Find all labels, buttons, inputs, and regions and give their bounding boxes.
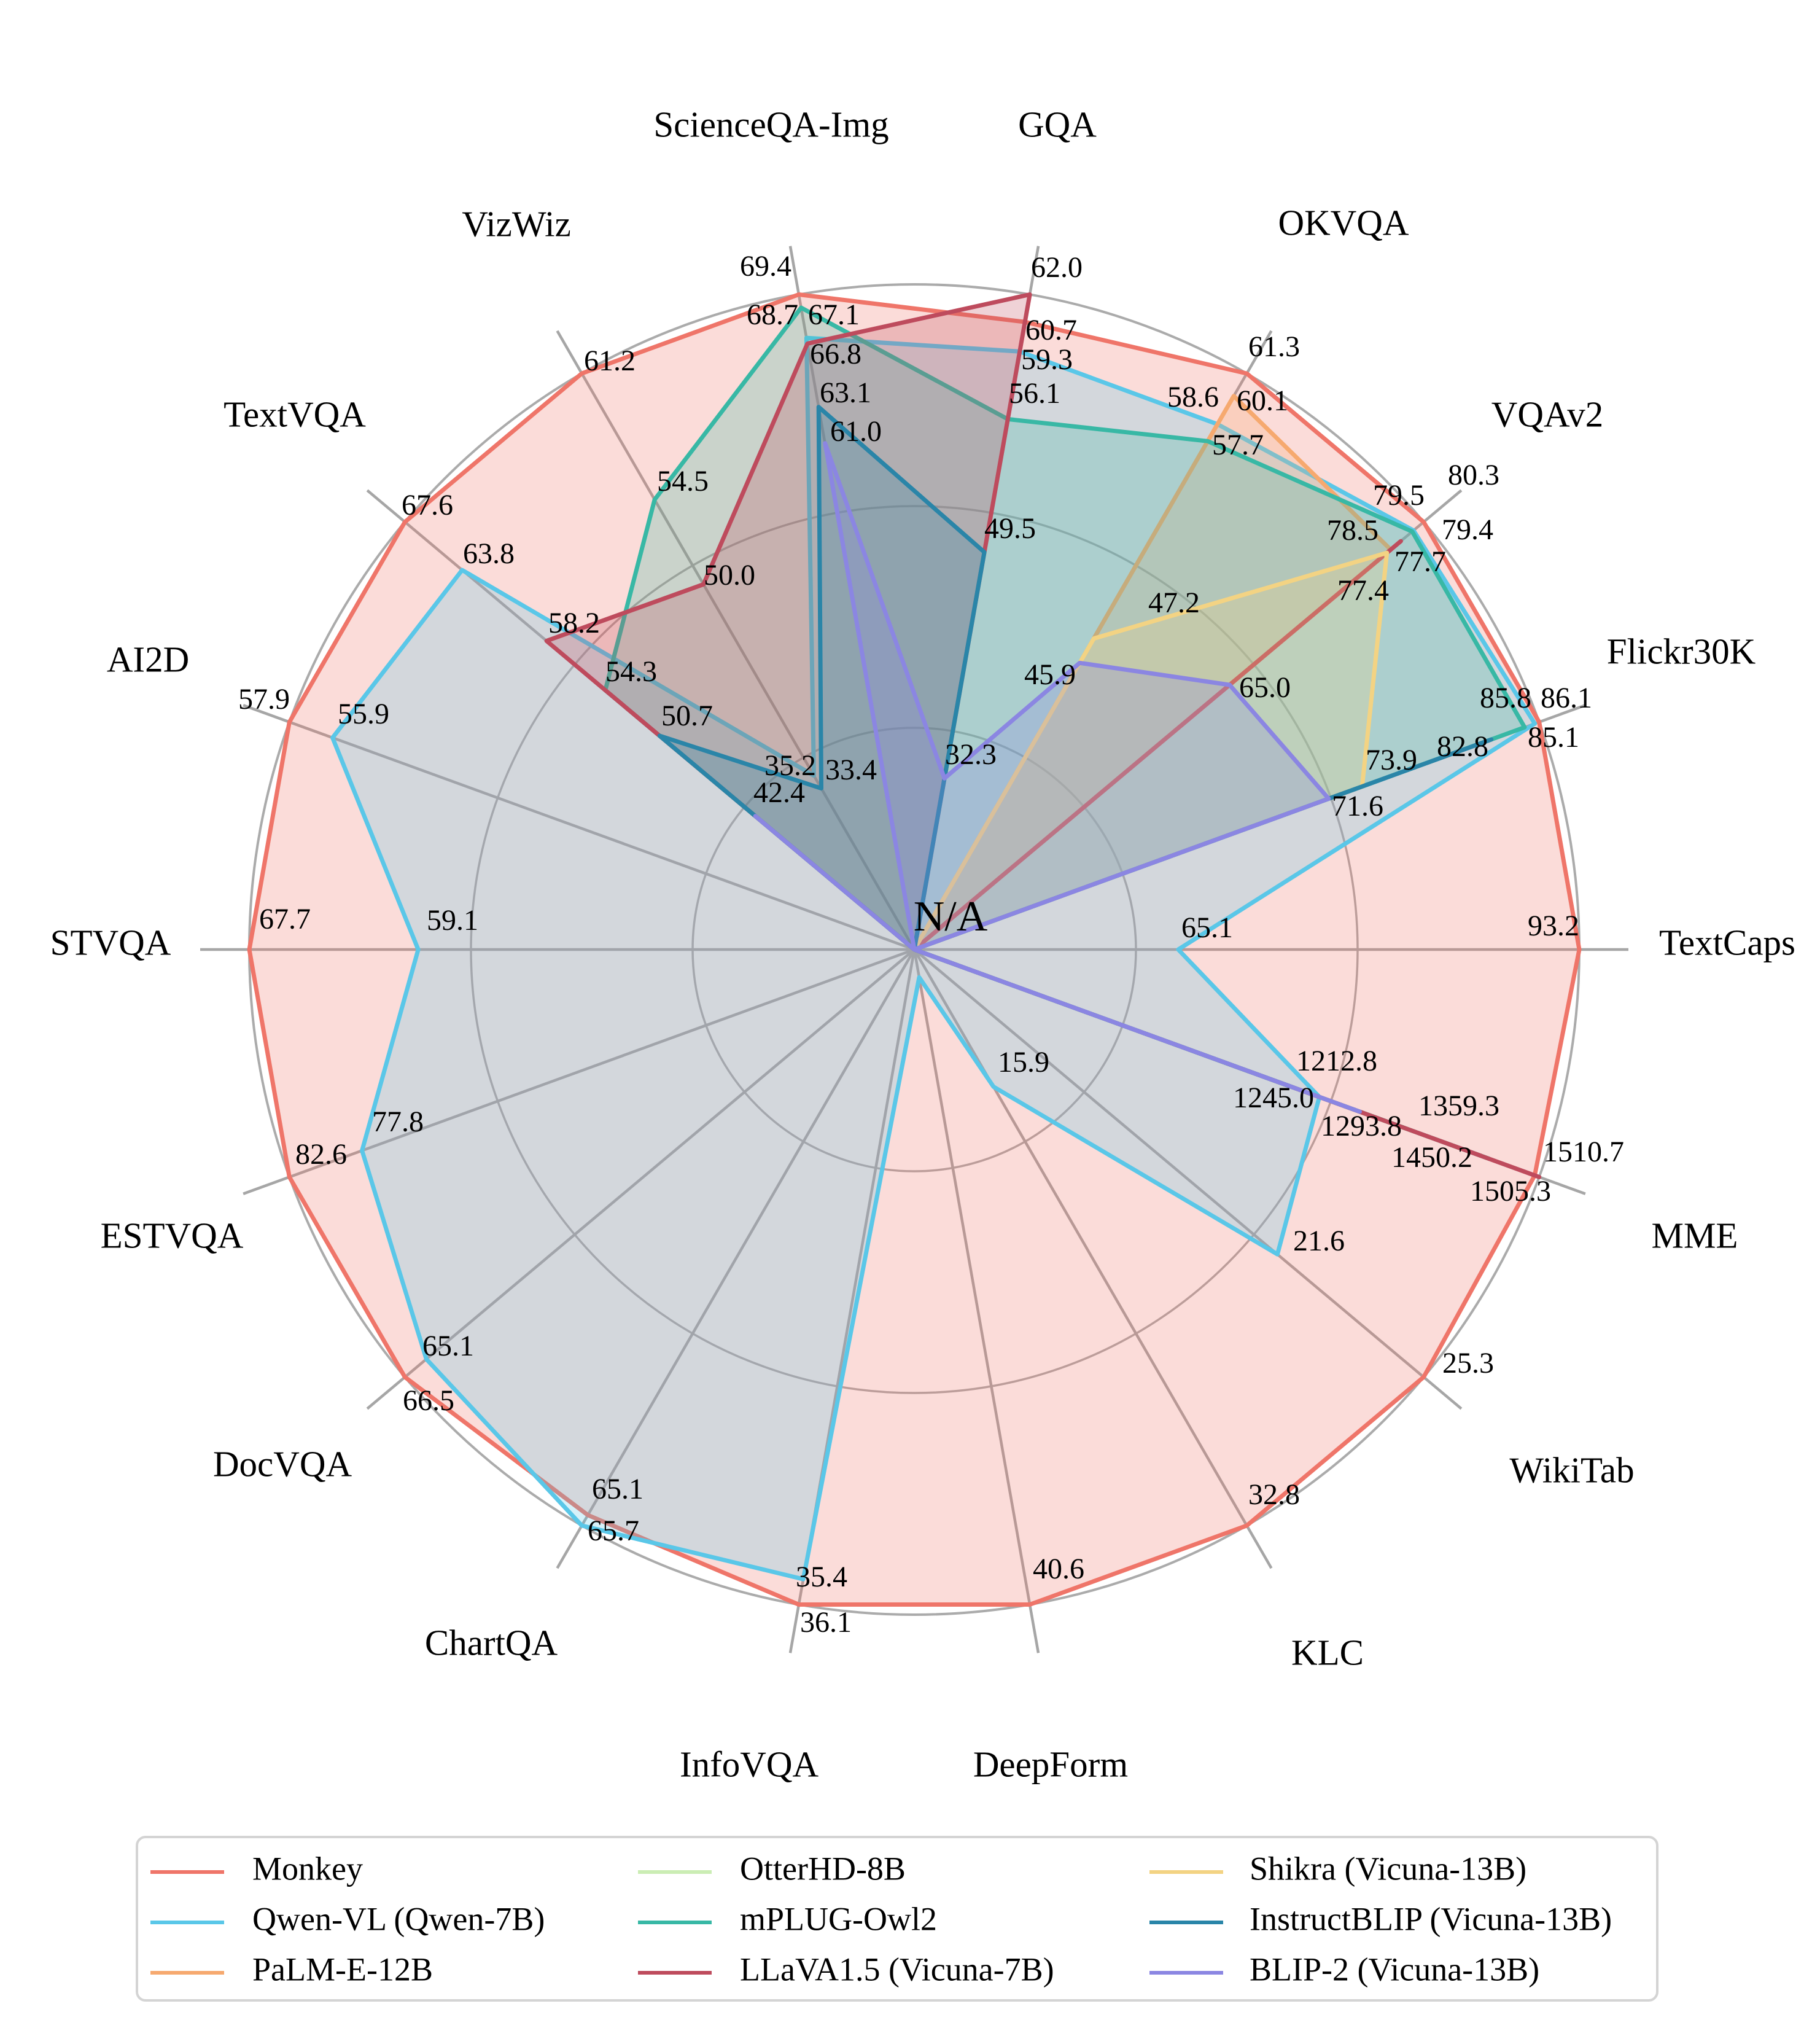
svg-text:50.7: 50.7 <box>661 700 713 732</box>
svg-text:1245.0: 1245.0 <box>1233 1082 1314 1114</box>
svg-text:65.0: 65.0 <box>1239 671 1291 704</box>
svg-text:80.3: 80.3 <box>1448 459 1499 491</box>
svg-text:Monkey: Monkey <box>252 1850 363 1887</box>
svg-text:VQAv2: VQAv2 <box>1491 394 1603 435</box>
svg-text:TextCaps: TextCaps <box>1659 923 1795 963</box>
svg-text:68.7: 68.7 <box>747 298 798 331</box>
svg-text:79.4: 79.4 <box>1442 513 1493 546</box>
svg-text:TextVQA: TextVQA <box>224 394 366 435</box>
svg-text:50.0: 50.0 <box>704 559 755 591</box>
svg-text:40.6: 40.6 <box>1033 1553 1084 1585</box>
svg-text:77.4: 77.4 <box>1337 574 1389 607</box>
svg-text:54.5: 54.5 <box>657 465 709 497</box>
svg-text:ESTVQA: ESTVQA <box>101 1215 244 1256</box>
svg-text:InfoVQA: InfoVQA <box>680 1744 819 1785</box>
svg-text:42.4: 42.4 <box>753 776 805 809</box>
svg-text:WikiTab: WikiTab <box>1509 1450 1634 1491</box>
svg-text:ScienceQA-Img: ScienceQA-Img <box>653 104 889 145</box>
svg-text:67.1: 67.1 <box>808 298 860 331</box>
svg-text:VizWiz: VizWiz <box>462 204 571 244</box>
svg-text:56.1: 56.1 <box>1009 377 1060 410</box>
svg-text:55.9: 55.9 <box>338 698 389 730</box>
svg-text:85.8: 85.8 <box>1480 682 1531 714</box>
svg-text:32.8: 32.8 <box>1248 1478 1300 1511</box>
svg-text:LLaVA1.5 (Vicuna-7B): LLaVA1.5 (Vicuna-7B) <box>740 1951 1054 1987</box>
svg-text:82.6: 82.6 <box>295 1138 347 1171</box>
svg-text:65.1: 65.1 <box>1181 911 1233 944</box>
svg-text:77.7: 77.7 <box>1394 545 1446 578</box>
svg-text:InstructBLIP (Vicuna-13B): InstructBLIP (Vicuna-13B) <box>1250 1900 1612 1937</box>
svg-text:MME: MME <box>1652 1215 1738 1256</box>
svg-text:32.3: 32.3 <box>945 738 997 771</box>
svg-text:57.9: 57.9 <box>238 683 290 716</box>
svg-text:GQA: GQA <box>1018 104 1097 145</box>
svg-text:58.6: 58.6 <box>1167 381 1219 413</box>
svg-text:1212.8: 1212.8 <box>1296 1045 1377 1077</box>
svg-text:60.1: 60.1 <box>1237 384 1288 417</box>
svg-text:OKVQA: OKVQA <box>1278 203 1409 243</box>
svg-text:65.1: 65.1 <box>592 1473 644 1505</box>
svg-text:67.6: 67.6 <box>402 489 453 521</box>
svg-text:1293.8: 1293.8 <box>1321 1110 1402 1142</box>
svg-text:79.5: 79.5 <box>1373 479 1425 512</box>
svg-text:66.8: 66.8 <box>810 338 861 370</box>
svg-text:1359.3: 1359.3 <box>1418 1090 1499 1122</box>
svg-text:1510.7: 1510.7 <box>1543 1136 1624 1168</box>
svg-text:DeepForm: DeepForm <box>973 1744 1128 1785</box>
svg-text:1505.3: 1505.3 <box>1470 1175 1551 1207</box>
svg-text:47.2: 47.2 <box>1148 587 1200 619</box>
svg-text:58.2: 58.2 <box>548 607 600 639</box>
svg-text:Shikra (Vicuna-13B): Shikra (Vicuna-13B) <box>1250 1850 1526 1887</box>
svg-text:73.9: 73.9 <box>1366 744 1417 776</box>
svg-text:OtterHD-8B: OtterHD-8B <box>740 1850 906 1887</box>
svg-text:61.2: 61.2 <box>584 345 636 377</box>
svg-text:mPLUG-Owl2: mPLUG-Owl2 <box>740 1900 937 1937</box>
svg-text:61.0: 61.0 <box>830 415 882 448</box>
svg-text:78.5: 78.5 <box>1327 514 1378 547</box>
svg-text:85.1: 85.1 <box>1528 721 1579 754</box>
svg-text:57.7: 57.7 <box>1212 429 1264 461</box>
svg-text:AI2D: AI2D <box>107 639 189 680</box>
svg-text:ChartQA: ChartQA <box>425 1623 558 1663</box>
svg-text:77.8: 77.8 <box>372 1106 424 1138</box>
svg-text:PaLM-E-12B: PaLM-E-12B <box>252 1951 433 1987</box>
svg-text:N/A: N/A <box>914 893 988 940</box>
svg-text:33.4: 33.4 <box>825 754 877 786</box>
svg-text:Flickr30K: Flickr30K <box>1607 631 1756 672</box>
svg-text:36.1: 36.1 <box>800 1606 852 1639</box>
svg-text:61.3: 61.3 <box>1248 330 1300 363</box>
svg-text:59.1: 59.1 <box>427 904 478 937</box>
svg-text:25.3: 25.3 <box>1442 1347 1494 1379</box>
svg-text:STVQA: STVQA <box>50 923 171 963</box>
svg-text:Qwen-VL (Qwen-7B): Qwen-VL (Qwen-7B) <box>252 1900 545 1937</box>
svg-text:54.3: 54.3 <box>605 655 657 688</box>
svg-text:35.2: 35.2 <box>764 749 816 782</box>
svg-text:86.1: 86.1 <box>1541 682 1592 714</box>
svg-text:45.9: 45.9 <box>1024 658 1076 691</box>
svg-text:BLIP-2 (Vicuna-13B): BLIP-2 (Vicuna-13B) <box>1250 1951 1539 1987</box>
svg-text:60.7: 60.7 <box>1025 314 1077 346</box>
svg-text:63.1: 63.1 <box>820 376 871 409</box>
svg-text:69.4: 69.4 <box>740 250 791 283</box>
svg-text:59.3: 59.3 <box>1021 343 1073 376</box>
svg-text:63.8: 63.8 <box>463 537 515 570</box>
svg-text:35.4: 35.4 <box>796 1561 847 1593</box>
svg-text:65.7: 65.7 <box>588 1515 639 1547</box>
svg-text:62.0: 62.0 <box>1031 251 1083 284</box>
svg-text:65.1: 65.1 <box>422 1330 474 1362</box>
svg-text:67.7: 67.7 <box>259 903 311 935</box>
svg-text:93.2: 93.2 <box>1528 910 1579 942</box>
svg-text:71.6: 71.6 <box>1332 790 1383 822</box>
svg-text:DocVQA: DocVQA <box>213 1444 352 1484</box>
svg-text:49.5: 49.5 <box>984 512 1036 545</box>
svg-text:82.8: 82.8 <box>1437 730 1488 763</box>
svg-text:15.9: 15.9 <box>998 1046 1049 1079</box>
svg-text:KLC: KLC <box>1291 1632 1364 1673</box>
svg-text:66.5: 66.5 <box>403 1384 454 1417</box>
svg-text:21.6: 21.6 <box>1293 1225 1345 1257</box>
svg-text:1450.2: 1450.2 <box>1391 1141 1472 1174</box>
